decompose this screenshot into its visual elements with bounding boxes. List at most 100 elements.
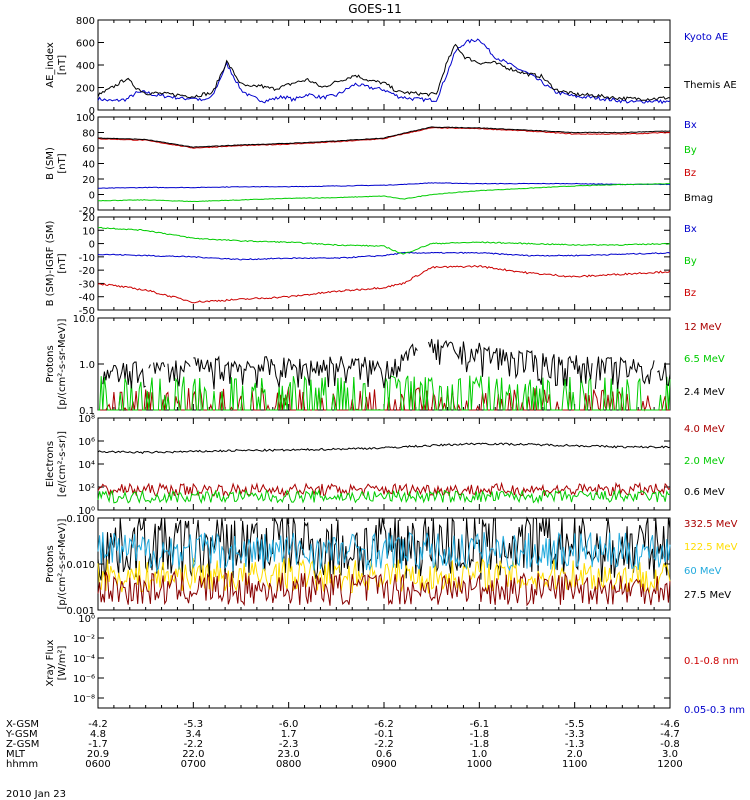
footer-cell: 0.6: [376, 749, 392, 760]
footer-cell: 4.8: [90, 729, 106, 740]
legend-entry: 2.0 MeV: [684, 456, 725, 467]
y-tick-label: 0: [89, 240, 95, 251]
legend-entry: 60 MeV: [684, 566, 722, 577]
y-tick-label: 0.100: [66, 514, 95, 525]
y-axis-label: Protons: [45, 545, 56, 582]
y-axis-label: [nT]: [57, 55, 68, 75]
y-tick-label: 20: [82, 213, 95, 224]
y-tick-label: 10⁴: [78, 460, 95, 471]
y-axis-label: [W/m²]: [57, 645, 68, 680]
footer-cell: -4.7: [660, 729, 680, 740]
series-line-27-5-mev: [97, 570, 671, 607]
panel-frame: [97, 617, 671, 709]
panel-xray: 10⁰ 10⁻² 10⁻⁴ 10⁻⁶ 10⁻⁸ Xray Flux [W/m²] 0.1-0.…: [45, 614, 745, 716]
y-tick-label: -40: [79, 293, 95, 304]
y-axis-label: [p/(cm²-s-sr-MeV)]: [57, 518, 68, 609]
series-line-60-mev: [97, 531, 671, 573]
y-tick-label: 10⁶: [78, 437, 95, 448]
panel-b-sm: -20 0 20 40 60 80 100 B (SM) [nT] Bx By Bz Bmag: [45, 113, 713, 217]
footer-cell: 3.4: [185, 729, 201, 740]
y-axis-label: [p/(cm²-s-sr-MeV)]: [57, 318, 68, 409]
footer-cell: 20.9: [87, 749, 109, 760]
legend-entry: 122.5 MeV: [684, 542, 738, 553]
footer-cell: 23.0: [278, 749, 300, 760]
legend-entry: Kyoto AE: [684, 32, 728, 43]
legend-entry: 0.6 MeV: [684, 487, 725, 498]
footer-cell: -2.2: [184, 739, 204, 750]
y-tick-label: 0: [89, 106, 95, 117]
legend-entry: Themis AE: [683, 80, 737, 91]
footer-row-label: hhmm: [6, 759, 38, 770]
y-tick-label: 200: [76, 84, 95, 95]
y-tick-label: 600: [76, 39, 95, 50]
legend-entry: 4.0 MeV: [684, 424, 725, 435]
series-line-4-0-mev: [97, 481, 671, 498]
y-tick-label: 10⁻⁶: [73, 674, 95, 685]
footer-cell: -6.2: [374, 719, 394, 730]
y-axis-label: [nT]: [57, 153, 68, 173]
legend-entry: Bz: [684, 168, 696, 179]
footer-cell: 1.7: [281, 729, 297, 740]
series-line-0-6-mev: [97, 442, 671, 455]
series-line-bx: [97, 251, 671, 261]
plot-title: GOES-11: [348, 2, 402, 16]
series-line-by: [98, 182, 671, 203]
y-tick-label: 10⁰: [78, 506, 95, 517]
y-tick-label: 10⁻⁴: [73, 654, 95, 665]
legend-entry: 6.5 MeV: [684, 354, 725, 365]
footer-cell: -5.3: [184, 719, 204, 730]
y-axis-label: AE_index: [45, 42, 56, 88]
y-tick-label: -10: [79, 253, 95, 264]
y-tick-label: 0.010: [66, 560, 95, 571]
y-tick-label: 400: [76, 61, 95, 72]
y-tick-label: 60: [82, 144, 95, 155]
y-tick-label: 0.1: [79, 406, 95, 417]
y-tick-label: 1.0: [79, 360, 95, 371]
panel-ae-index: 0 200 400 600 800 AE_index [nT] Kyoto AE Themis …: [45, 16, 737, 117]
y-axis-label: B (SM)-IGRF (SM): [45, 221, 56, 307]
footer-cell: -1.7: [88, 739, 108, 750]
series-line-kyoto-ae: [97, 38, 671, 105]
footer-cell: -0.1: [374, 729, 394, 740]
y-axis-label: [nT]: [57, 253, 68, 273]
y-tick-label: 10⁻²: [73, 634, 95, 645]
legend-entry: 0.1-0.8 nm: [684, 656, 739, 667]
legend-entry: Bx: [684, 224, 697, 235]
footer-cell: 0700: [181, 759, 206, 770]
footer-cell: 0800: [276, 759, 301, 770]
legend-entry: 332.5 MeV: [684, 519, 738, 530]
legend-entry: Bmag: [684, 193, 713, 204]
legend-entry: By: [684, 256, 697, 267]
panel-protons-high: 0.001 0.010 0.100 Protons [p/(cm²-s-sr-MeV)]…: [45, 514, 738, 617]
y-tick-label: 10: [82, 226, 95, 237]
y-tick-label: 40: [82, 160, 95, 171]
footer-cell: -2.2: [374, 739, 394, 750]
y-tick-label: -50: [79, 306, 95, 317]
footer-cell: -4.2: [88, 719, 108, 730]
footer-cell: -6.1: [470, 719, 490, 730]
y-tick-label: 10⁰: [78, 614, 95, 625]
panel-b-igrf: -50 -40 -30 -20 -10 0 10 20 B (SM)-IGRF (SM) [nT]…: [45, 213, 697, 317]
y-axis-label: Protons: [45, 345, 56, 382]
series-line-bmag: [97, 126, 671, 148]
footer-cell: 1.0: [471, 749, 487, 760]
y-tick-label: -20: [79, 266, 95, 277]
panel-frame: [97, 216, 671, 311]
y-tick-label: 10⁸: [78, 414, 95, 425]
legend-entry: 2.4 MeV: [684, 387, 725, 398]
footer-row-label: Y-GSM: [5, 729, 38, 740]
panel-frame: [97, 417, 671, 511]
series-line-2-0-mev: [97, 488, 670, 504]
footer-cell: 1100: [562, 759, 587, 770]
series-line-bz: [97, 265, 671, 304]
footer-cell: 0900: [371, 759, 396, 770]
series-line-bx: [97, 182, 671, 189]
y-tick-label: 10⁻⁸: [73, 694, 95, 705]
y-tick-label: -30: [79, 279, 95, 290]
footer-cell: 3.0: [662, 749, 678, 760]
series-line-themis-ae: [97, 43, 671, 102]
y-axis-label: Electrons: [45, 441, 56, 487]
